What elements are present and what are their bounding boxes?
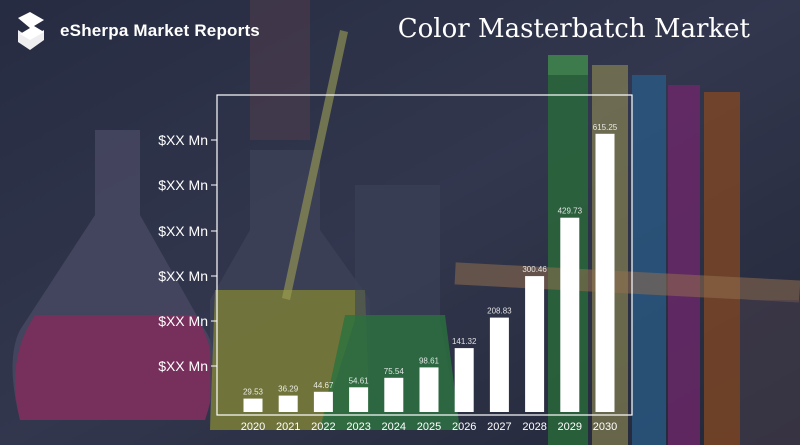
bar-2021 — [278, 395, 298, 412]
x-tick-label-2030: 2030 — [593, 421, 617, 433]
y-tick-label: $XX Mn — [158, 358, 208, 374]
data-label-2025: 98.61 — [419, 356, 440, 365]
data-label-2021: 36.29 — [278, 385, 299, 394]
data-label-2023: 54.61 — [349, 376, 370, 385]
data-label-2028: 300.46 — [522, 265, 547, 274]
y-tick-label: $XX Mn — [158, 177, 208, 193]
bar-2029 — [560, 217, 580, 412]
x-tick-label-2027: 2027 — [487, 421, 511, 433]
esherpa-logo-icon — [18, 12, 44, 50]
y-tick-label: $XX Mn — [158, 223, 208, 239]
bar-2028 — [525, 276, 545, 412]
x-tick-label-2028: 2028 — [522, 421, 546, 433]
bar-2030 — [595, 133, 615, 413]
data-label-2020: 29.53 — [243, 388, 264, 397]
data-label-2029: 429.73 — [558, 207, 583, 216]
bar-2023 — [349, 387, 369, 412]
data-label-2027: 208.83 — [487, 307, 512, 316]
y-tick-label: $XX Mn — [158, 313, 208, 329]
bar-2022 — [313, 391, 333, 412]
plot-area-frame — [216, 94, 633, 416]
data-label-2022: 44.67 — [313, 381, 334, 390]
x-tick-label-2023: 2023 — [346, 421, 370, 433]
bar-2027 — [489, 317, 509, 412]
data-label-2024: 75.54 — [384, 367, 405, 376]
chart-title: Color Masterbatch Market — [397, 14, 750, 44]
x-tick-label-2021: 2021 — [276, 421, 300, 433]
bar-2024 — [384, 377, 404, 412]
x-tick-label-2029: 2029 — [558, 421, 582, 433]
x-tick-label-2024: 2024 — [382, 421, 406, 433]
y-tick-label: $XX Mn — [158, 132, 208, 148]
bar-2020 — [243, 398, 263, 412]
data-label-2026: 141.32 — [452, 337, 477, 346]
x-tick-label-2025: 2025 — [417, 421, 441, 433]
y-tick-label: $XX Mn — [158, 268, 208, 284]
data-label-2030: 615.25 — [593, 123, 618, 132]
x-tick-label-2020: 2020 — [241, 421, 265, 433]
x-tick-label-2022: 2022 — [311, 421, 335, 433]
bars: 29.53 36.29 44.67 54.61 75.54 98.61 141.32 208.… — [243, 123, 618, 413]
brand-name: eSherpa Market Reports — [60, 21, 260, 40]
bar-2026 — [454, 348, 474, 412]
y-axis-ticks: $XX Mn $XX Mn $XX Mn $XX Mn $XX Mn $XX Mn — [158, 132, 217, 374]
x-tick-label-2026: 2026 — [452, 421, 476, 433]
x-axis-labels: 2020 2021 2022 2023 2024 2025 2026 2027 2028 2029… — [241, 421, 617, 433]
bar-2025 — [419, 367, 439, 412]
brand: eSherpa Market Reports — [8, 8, 260, 54]
